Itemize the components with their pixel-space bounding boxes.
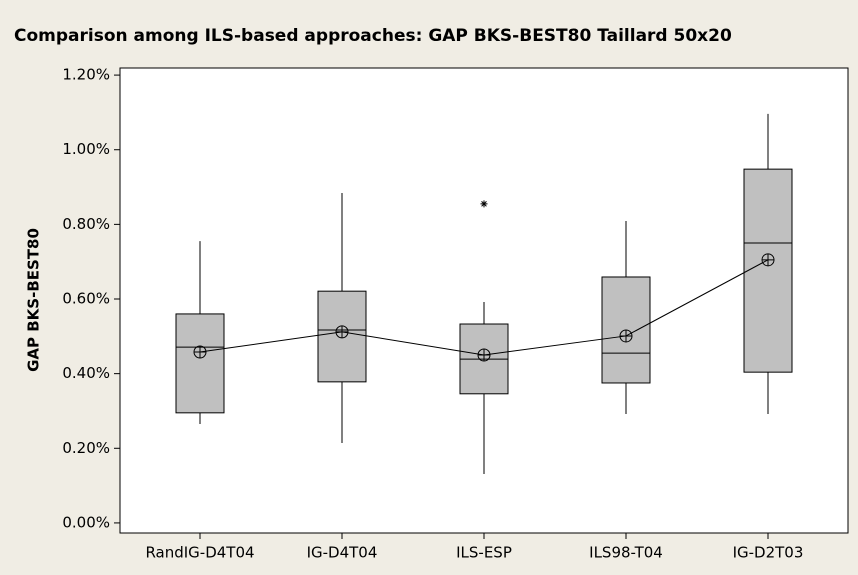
x-tick-label: RandIG-D4T04 <box>145 544 254 562</box>
y-tick-label: 0.20% <box>62 439 110 457</box>
x-tick-label: ILS98-T04 <box>589 544 663 562</box>
x-tick-label: ILS-ESP <box>456 544 512 562</box>
y-tick-label: 0.00% <box>62 513 110 531</box>
mean-symbol <box>335 325 349 339</box>
mean-symbol <box>478 348 490 361</box>
mean-symbol <box>194 346 206 359</box>
mean-symbol <box>477 348 491 362</box>
box <box>743 168 793 373</box>
mean-symbol <box>336 325 348 338</box>
y-tick-label: 0.80% <box>62 215 110 233</box>
y-tick-label: 1.00% <box>62 140 110 158</box>
mean-symbol <box>620 329 632 342</box>
mean-symbol <box>762 253 774 266</box>
outlier <box>480 200 488 208</box>
x-tick-label: IG-D2T03 <box>733 544 804 562</box>
x-tick-label: IG-D4T04 <box>307 544 378 562</box>
mean-symbol <box>619 329 633 343</box>
box <box>175 313 225 414</box>
y-tick-label: 1.20% <box>62 66 110 84</box>
mean-symbol <box>761 253 775 267</box>
y-tick-label: 0.60% <box>62 290 110 308</box>
y-tick-label: 0.40% <box>62 364 110 382</box>
y-axis-label: GAP BKS-BEST80 <box>25 228 43 372</box>
chart-title: Comparison among ILS-based approaches: G… <box>14 26 732 46</box>
mean-symbol <box>193 345 207 359</box>
